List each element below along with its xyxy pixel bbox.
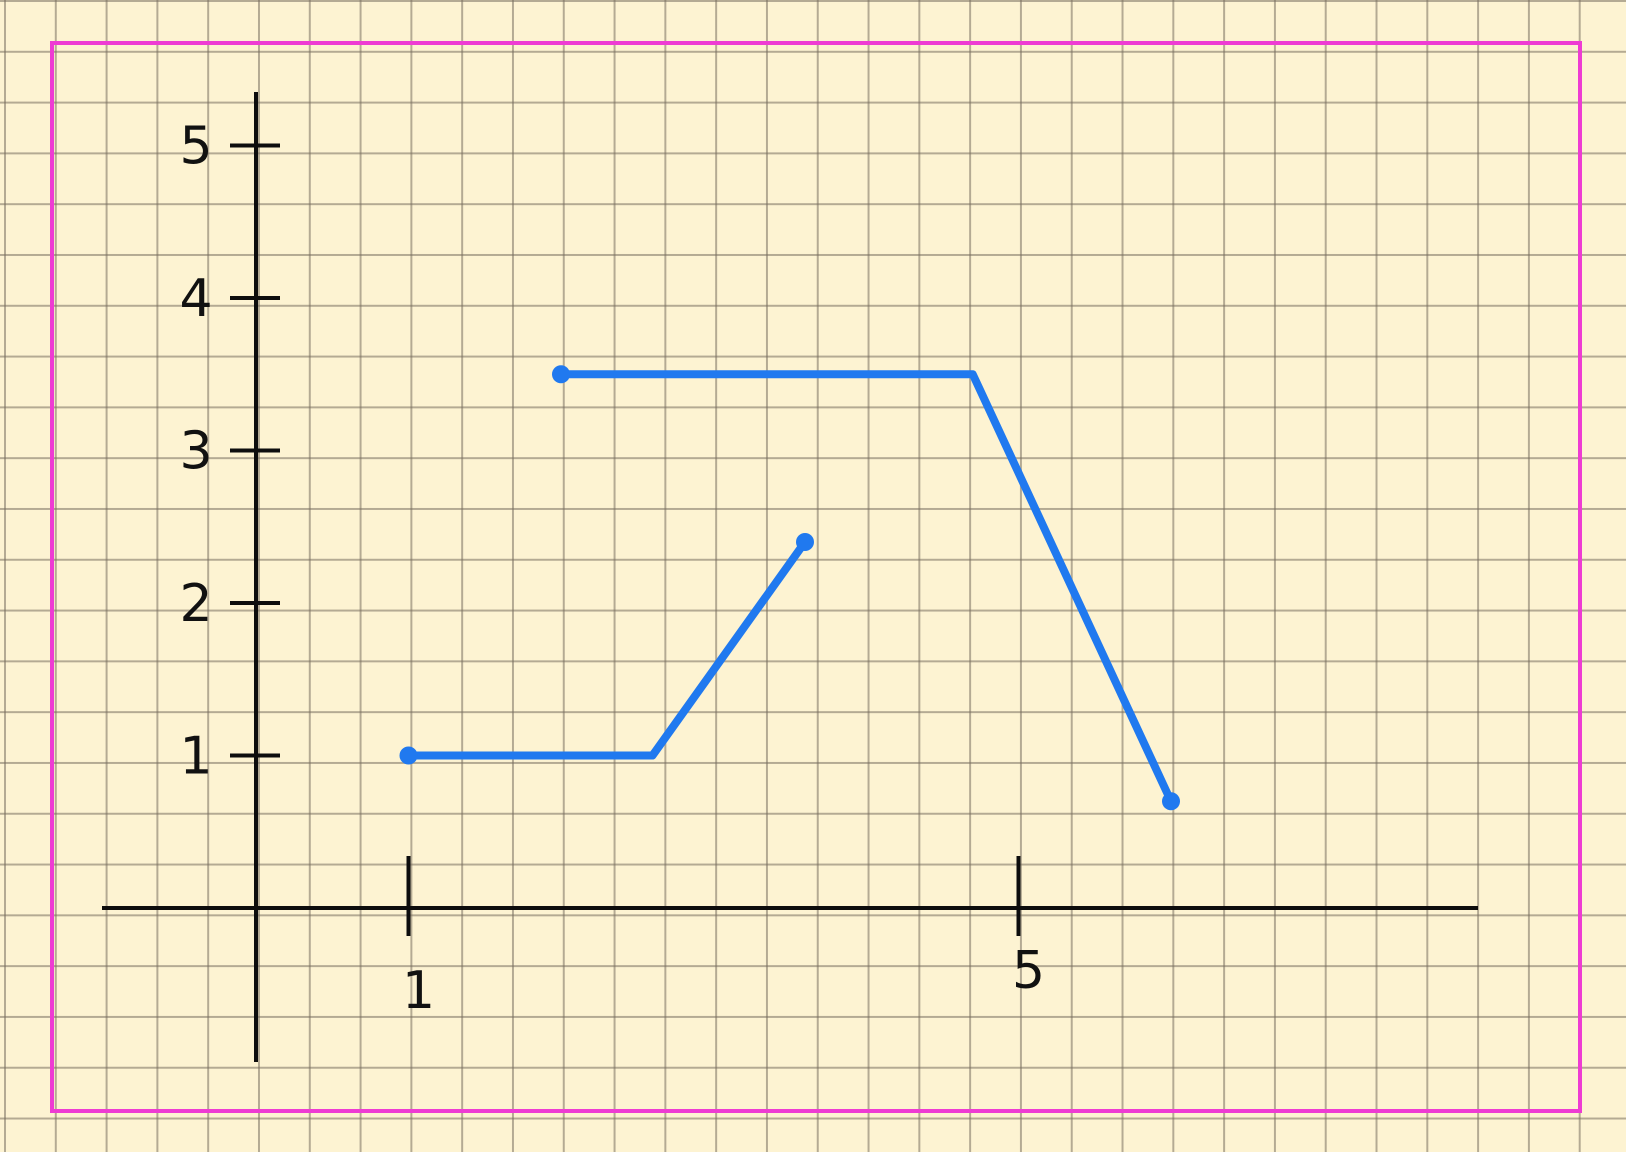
y-tick-label: 1 bbox=[179, 727, 212, 787]
y-tick-label: 4 bbox=[179, 269, 212, 329]
series-2-end-point bbox=[1162, 792, 1180, 811]
series-2-line bbox=[557, 370, 1175, 806]
series-group bbox=[399, 365, 1180, 811]
y-tick-label: 5 bbox=[179, 117, 212, 177]
page-frame bbox=[50, 41, 1582, 1113]
series-1-start-point bbox=[399, 746, 418, 765]
y-tick-label: 3 bbox=[179, 422, 212, 482]
x-tick-label: 1 bbox=[402, 961, 435, 1021]
series-1-line bbox=[404, 538, 809, 760]
tick-group: 1 5 1 2 3 4 5 bbox=[179, 117, 1045, 1022]
x-tick-label: 5 bbox=[1012, 941, 1045, 1001]
series-2-start-point bbox=[552, 365, 570, 384]
series-1-end-point bbox=[796, 533, 814, 551]
y-tick-label: 2 bbox=[179, 574, 212, 634]
